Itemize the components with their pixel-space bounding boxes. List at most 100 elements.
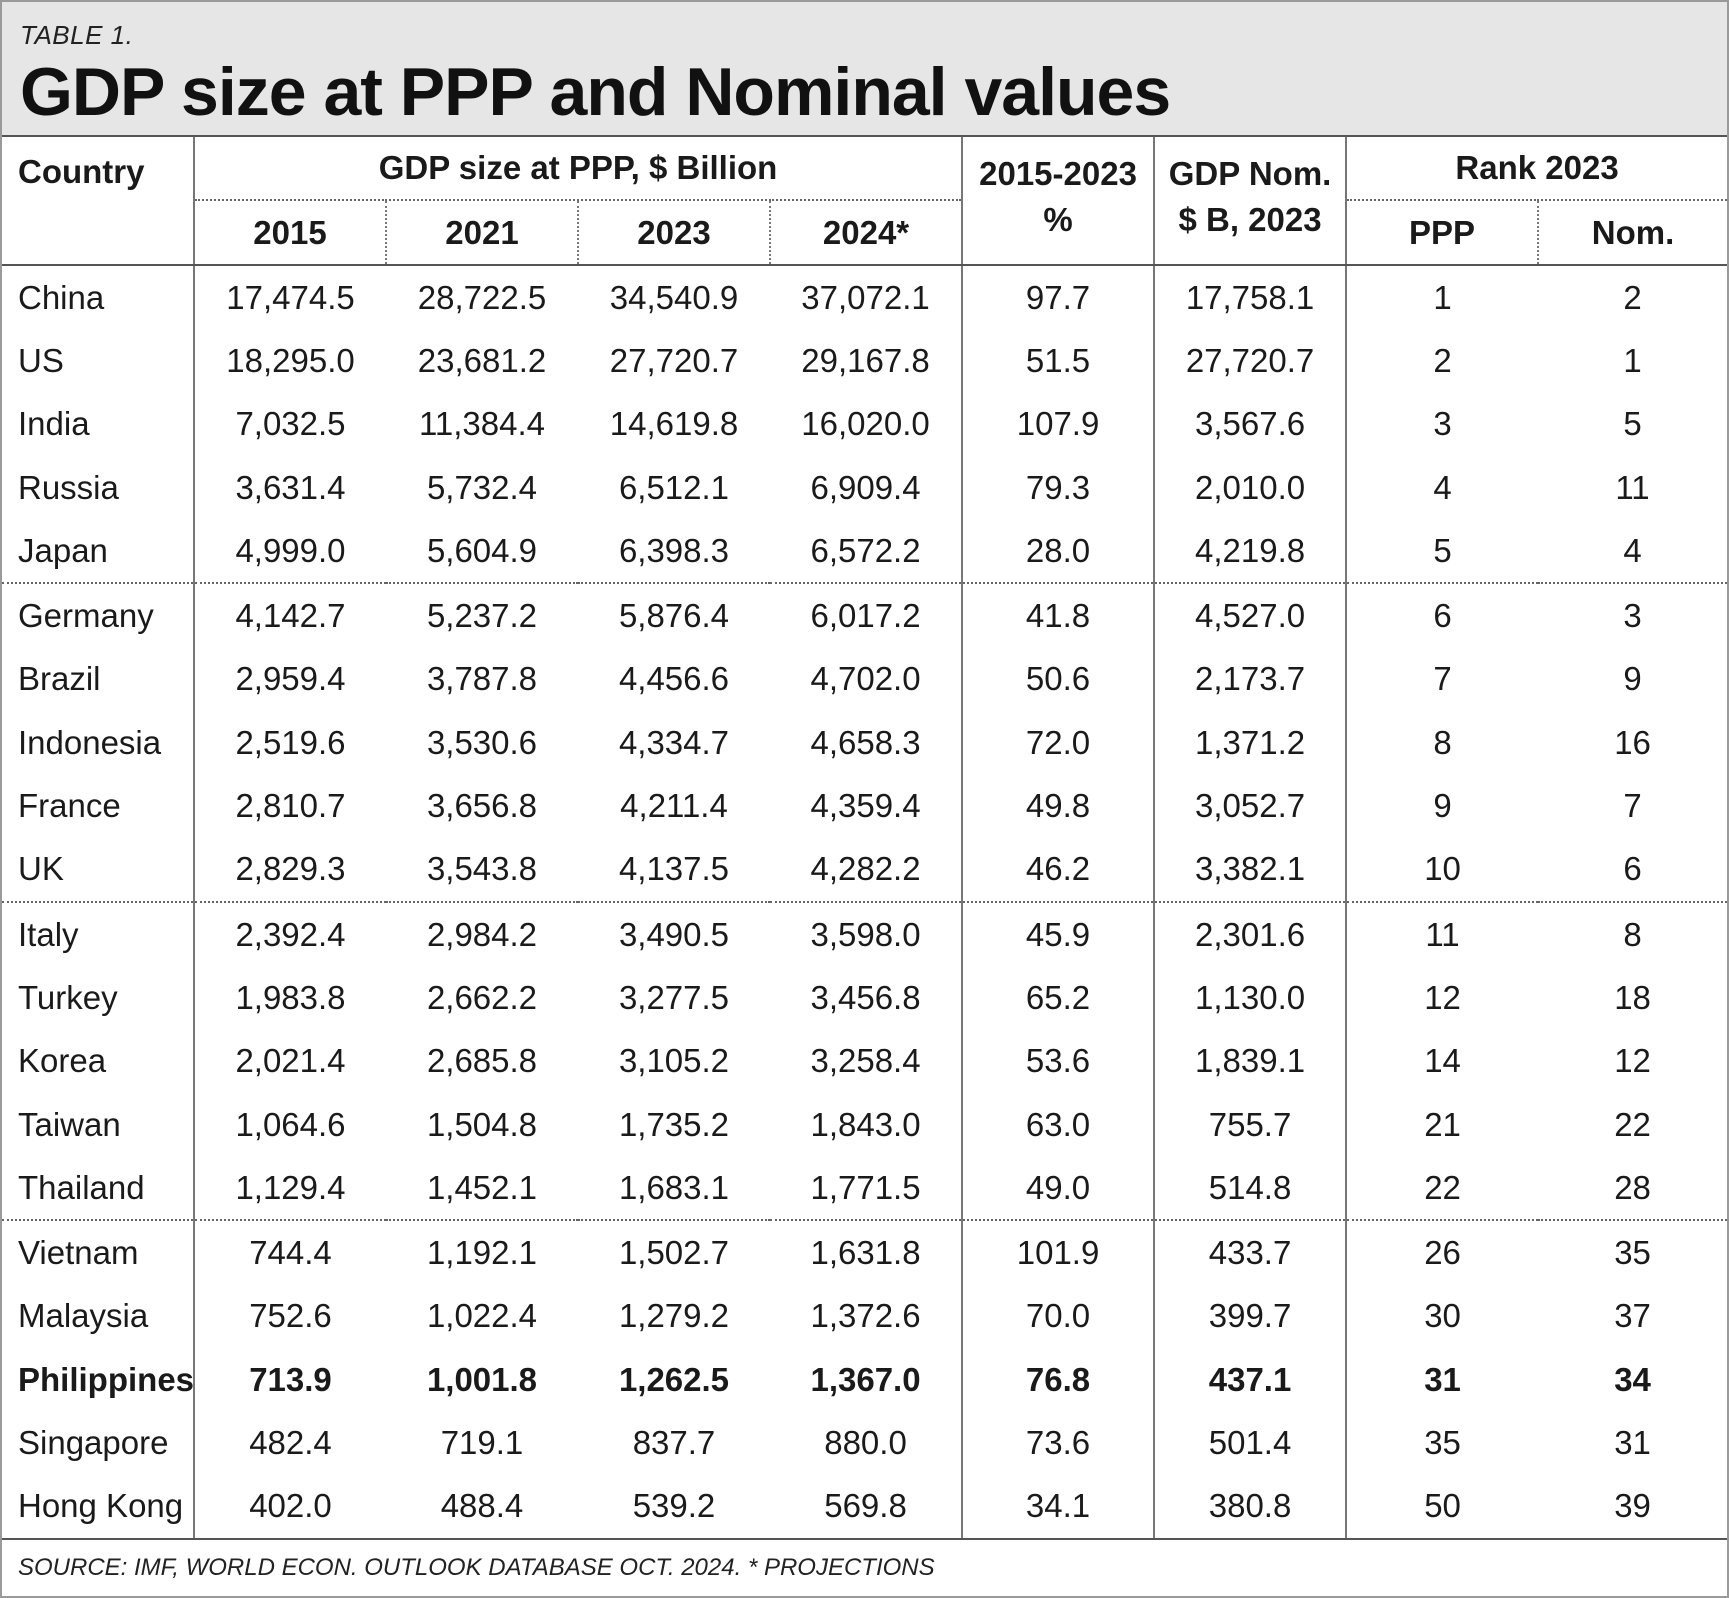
ppp-2024-cell: 3,456.8 (770, 966, 964, 1030)
rank-nom-cell: 31 (1614, 1423, 1651, 1461)
ppp-2021-cell: 11,384.4 (418, 405, 545, 443)
growth-cell: 70.0 (962, 1284, 1156, 1349)
table-row: Taiwan 1,064.6 1,504.8 1,735.2 1,843.0 63.0 75… (2, 1092, 1727, 1157)
ppp-2023-cell: 34,540.9 (609, 278, 739, 316)
growth-cell: 45.9 (962, 901, 1156, 967)
growth-cell: 50.6 (962, 647, 1156, 712)
nominal-cell: 380.8 (1154, 1474, 1348, 1540)
ppp-2021-cell: 1,022.4 (426, 1297, 538, 1335)
rank-ppp-cell: 10 (1346, 837, 1539, 903)
nominal-cell: 399.7 (1154, 1284, 1348, 1349)
rank-group-header: Rank 2023 (1346, 137, 1728, 201)
rank-ppp-cell: 11 (1425, 915, 1460, 953)
country-cell: Indonesia (2, 711, 195, 775)
country-cell: Thailand (2, 1156, 195, 1222)
rank-nom-cell: 7 (1623, 787, 1642, 825)
ppp-2015-cell: 402.0 (194, 1474, 386, 1540)
ppp-2024-cell: 4,702.0 (770, 647, 964, 712)
ppp-2021-cell: 3,543.8 (386, 837, 578, 903)
growth-cell: 49.0 (962, 1156, 1156, 1222)
rank-nom-cell: 8 (1623, 915, 1642, 953)
nominal-cell: 1,371.2 (1154, 711, 1348, 775)
rank-ppp-cell: 3 (1433, 405, 1452, 443)
growth-cell: 53.6 (962, 1029, 1156, 1093)
nominal-cell: 3,567.6 (1154, 392, 1348, 456)
rank-ppp-cell: 30 (1424, 1297, 1461, 1335)
ppp-2015-cell: 1,129.4 (194, 1156, 386, 1222)
ppp-2024-cell: 37,072.1 (770, 265, 964, 330)
ppp-2021-cell: 1,504.8 (426, 1105, 538, 1143)
ppp-2015-cell: 3,631.4 (235, 468, 346, 506)
ppp-2024-cell: 6,572.2 (770, 519, 964, 585)
ppp-2015-cell: 2,519.6 (235, 723, 346, 761)
ppp-group-header: GDP size at PPP, $ Billion (194, 137, 964, 201)
ppp-2023-cell: 6,398.3 (578, 519, 770, 585)
table-row: Italy 2,392.4 2,984.2 3,490.5 3,598.0 45.9 2,3… (2, 901, 1727, 967)
year-header-2023: 2023 (578, 200, 771, 266)
gdp-table: Country GDP size at PPP, $ Billion 2015-… (2, 137, 1728, 1540)
table-body: China 17,474.5 28,722.5 34,540.9 37,072.1 97.… (2, 265, 1728, 1540)
ppp-2015-cell: 1,064.6 (235, 1105, 346, 1143)
country-cell: Singapore (2, 1411, 195, 1475)
rank-ppp-cell: 4 (1433, 468, 1452, 506)
nominal-header: GDP Nom. $ B, 2023 (1154, 137, 1348, 266)
source-note: SOURCE: IMF, WORLD ECON. OUTLOOK DATABAS… (18, 1553, 935, 1581)
rank-nom-cell: 35 (1614, 1234, 1651, 1272)
country-cell: China (2, 265, 195, 330)
country-cell: India (2, 392, 195, 456)
table-row: Thailand 1,129.4 1,452.1 1,683.1 1,771.5 49.0… (2, 1156, 1728, 1222)
growth-cell: 72.0 (962, 711, 1156, 775)
rank-nom-cell: 2 (1623, 278, 1642, 316)
rank-ppp-cell: 22 (1346, 1156, 1539, 1222)
ppp-2023-cell: 14,619.8 (609, 405, 739, 443)
ppp-2021-cell: 488.4 (386, 1474, 578, 1540)
ppp-2015-cell: 2,392.4 (235, 915, 346, 953)
country-header: Country (2, 137, 195, 266)
ppp-2024-cell: 6,909.4 (770, 455, 964, 520)
nominal-header-line1: GDP Nom. (1168, 155, 1332, 192)
ppp-2015-cell: 482.4 (249, 1423, 332, 1461)
rank-nom-cell: 4 (1538, 519, 1728, 585)
growth-cell: 76.8 (962, 1348, 1156, 1412)
ppp-2024-cell: 1,631.8 (770, 1220, 964, 1285)
ppp-2024-cell: 29,167.8 (770, 329, 964, 393)
rank-ppp-cell: 31 (1424, 1360, 1461, 1398)
growth-header: 2015-2023 % (962, 137, 1156, 266)
country-cell: Russia (2, 455, 195, 520)
table-label: TABLE 1. (20, 20, 134, 50)
ppp-2023-cell: 4,211.4 (620, 787, 728, 825)
growth-cell: 46.2 (962, 837, 1156, 903)
country-cell: Taiwan (2, 1092, 195, 1157)
ppp-2015-cell: 752.6 (249, 1297, 332, 1335)
ppp-2021-cell: 719.1 (440, 1423, 524, 1461)
ppp-2023-cell: 4,456.6 (618, 660, 730, 698)
growth-cell: 79.3 (962, 455, 1156, 520)
rank-nom-cell: 11 (1615, 468, 1650, 506)
rank-ppp-cell: 5 (1346, 519, 1539, 585)
ppp-2021-cell: 28,722.5 (417, 278, 547, 316)
ppp-2021-cell: 3,787.8 (426, 660, 538, 698)
year-header-2021: 2021 (386, 200, 579, 266)
ppp-2021-cell: 2,984.2 (426, 915, 538, 953)
rank-ppp-cell: 35 (1424, 1423, 1461, 1461)
ppp-2024-cell: 3,598.0 (770, 901, 964, 967)
growth-cell: 73.6 (962, 1411, 1156, 1475)
nominal-cell: 2,010.0 (1154, 455, 1348, 520)
rank-nom-cell: 34 (1614, 1360, 1651, 1398)
growth-header-line1: 2015-2023 (979, 155, 1137, 192)
growth-cell: 28.0 (962, 519, 1156, 585)
rank-ppp-cell: 26 (1424, 1234, 1461, 1272)
ppp-2023-cell: 27,720.7 (609, 341, 739, 379)
ppp-2023-cell: 4,334.7 (618, 723, 730, 761)
rank-nom-cell: 16 (1614, 723, 1651, 761)
ppp-2023-cell: 1,735.2 (618, 1105, 730, 1143)
nominal-cell: 3,052.7 (1154, 774, 1348, 838)
ppp-2015-cell: 2,810.7 (235, 787, 346, 825)
country-cell: France (2, 774, 195, 838)
growth-cell: 97.7 (962, 265, 1156, 330)
ppp-2023-cell: 3,277.5 (618, 978, 730, 1016)
nominal-cell: 2,173.7 (1154, 647, 1348, 712)
rank-ppp-cell: 9 (1433, 787, 1452, 825)
ppp-2023-cell: 6,512.1 (618, 468, 730, 506)
